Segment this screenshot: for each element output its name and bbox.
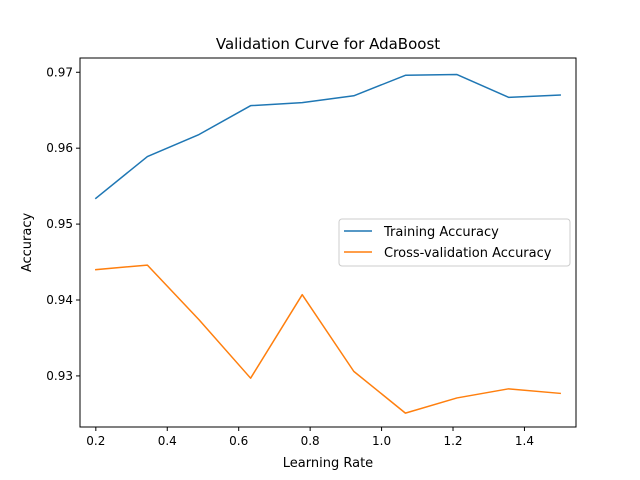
legend-label-cross-validation-accuracy: Cross-validation Accuracy bbox=[384, 246, 552, 261]
x-tick-label: 0.2 bbox=[86, 434, 105, 448]
legend: Training Accuracy Cross-validation Accur… bbox=[338, 218, 571, 267]
x-tick-label: 1.0 bbox=[372, 434, 391, 448]
x-tick-label: 1.2 bbox=[443, 434, 462, 448]
y-tick-label: 0.95 bbox=[46, 217, 73, 231]
y-axis-label: Accuracy bbox=[20, 213, 35, 273]
series-line-training-accuracy bbox=[94, 73, 561, 200]
series-layer bbox=[94, 73, 561, 414]
x-tick-label: 0.6 bbox=[229, 434, 248, 448]
y-tick-label: 0.94 bbox=[46, 293, 73, 307]
legend-label-training-accuracy: Training Accuracy bbox=[383, 225, 499, 240]
series-line-cross-validation-accuracy bbox=[95, 264, 561, 414]
plot-frame bbox=[79, 57, 577, 428]
tick-layer: 0.2 0.4 0.6 0.8 1.0 1.2 1.4 0.93 0.94 0.95 0.96 0.9… bbox=[46, 65, 534, 448]
x-axis-label: Learning Rate bbox=[283, 456, 373, 471]
x-tick-label: 0.8 bbox=[301, 434, 320, 448]
y-tick-label: 0.96 bbox=[46, 141, 73, 155]
legend-box bbox=[338, 218, 571, 267]
chart-title: Validation Curve for AdaBoost bbox=[216, 35, 440, 53]
y-tick-label: 0.93 bbox=[46, 369, 73, 383]
x-tick-label: 1.4 bbox=[515, 434, 534, 448]
y-tick-label: 0.97 bbox=[46, 65, 73, 79]
x-tick-label: 0.4 bbox=[158, 434, 177, 448]
